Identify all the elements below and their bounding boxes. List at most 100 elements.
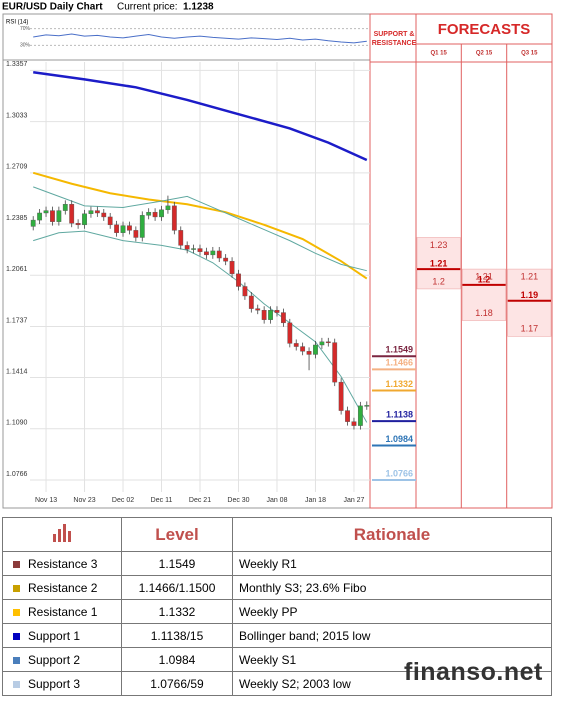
candle-body xyxy=(171,205,177,231)
forecast-low: 1.2 xyxy=(432,276,445,286)
candle-body xyxy=(30,219,36,227)
level-cell: 1.0766/59 xyxy=(121,671,233,696)
candle-body xyxy=(159,209,164,218)
level-label: 1.0766 xyxy=(385,468,413,478)
row-label-cell: Support 2 xyxy=(2,647,122,672)
row-label-cell: Support 3 xyxy=(2,671,122,696)
rationale-cell: Weekly R1 xyxy=(232,551,552,576)
row-swatch xyxy=(13,608,20,616)
candle-body xyxy=(94,210,100,214)
line xyxy=(33,186,367,272)
candle-body xyxy=(223,257,229,262)
x-tick-label: Dec 02 xyxy=(112,497,134,504)
row-swatch xyxy=(13,584,20,592)
row-swatch xyxy=(13,656,20,664)
candle-body xyxy=(248,295,254,309)
x-tick-label: Dec 21 xyxy=(189,497,211,504)
forecast-high: 1.21 xyxy=(521,271,539,281)
candle-body xyxy=(165,205,171,211)
line xyxy=(32,171,368,280)
chart-title: EUR/USD Daily Chart xyxy=(2,2,103,13)
forecast-mid-label: 1.2 xyxy=(478,274,491,284)
forecasts-title: FORECASTS xyxy=(438,21,531,38)
forecast-high: 1.23 xyxy=(430,240,448,250)
forecast-range xyxy=(462,268,506,321)
candle-body xyxy=(338,381,344,411)
candle-body xyxy=(184,245,190,250)
candle-body xyxy=(146,211,152,216)
candle-body xyxy=(82,213,87,226)
rationale-cell: Bollinger band; 2015 low xyxy=(232,623,552,648)
candle-body xyxy=(69,204,75,224)
current-price: 1.1238 xyxy=(183,2,214,13)
level-label: 1.1549 xyxy=(385,345,413,355)
candle-body xyxy=(274,309,280,313)
candle-body xyxy=(152,211,158,218)
candle-body xyxy=(88,210,94,214)
forecast-period: Q2 15 xyxy=(476,51,493,57)
candle-body xyxy=(120,225,126,233)
forecast-range xyxy=(507,268,552,337)
table-icon xyxy=(53,524,71,542)
candle-body xyxy=(332,342,338,383)
candle-body xyxy=(319,341,325,346)
candle-body xyxy=(293,343,299,347)
row-swatch xyxy=(13,680,20,688)
x-tick-label: Jan 18 xyxy=(305,497,326,504)
table-row: Resistance 2 1.1466/1.1500 Monthly S3; 23.… xyxy=(2,575,552,600)
level-cell: 1.0984 xyxy=(121,647,233,672)
line xyxy=(33,71,368,162)
forecast-mid-label: 1.21 xyxy=(430,258,448,268)
rsi-tick-label: 70% xyxy=(20,26,31,32)
candle-body xyxy=(191,248,196,250)
y-tick-label: 1.2385 xyxy=(6,215,28,222)
candle-body xyxy=(50,210,55,222)
candle-body xyxy=(101,212,107,218)
candle-body xyxy=(139,215,145,238)
level-cell: 1.1332 xyxy=(121,599,233,624)
y-tick-label: 1.1090 xyxy=(6,420,28,427)
candle-body xyxy=(133,230,139,238)
column-header: Rationale xyxy=(232,517,552,552)
x-tick-label: Dec 11 xyxy=(151,497,173,504)
row-label-cell: Resistance 1 xyxy=(2,599,122,624)
chart: EUR/USD Daily Chart Current price: 1.123… xyxy=(2,2,553,509)
chart-frame xyxy=(2,13,371,509)
table-row: Support 2 1.0984 Weekly S1 xyxy=(2,647,552,672)
rationale-cell: Weekly S2; 2003 low xyxy=(232,671,552,696)
rationale-cell: Monthly S3; 23.6% Fibo xyxy=(232,575,552,600)
candle-body xyxy=(75,223,81,226)
line xyxy=(33,33,367,44)
y-tick-label: 1.2709 xyxy=(6,164,28,171)
level-cell: 1.1466/1.1500 xyxy=(121,575,233,600)
candle-body xyxy=(261,309,267,320)
candle-body xyxy=(280,312,286,324)
forecast-low: 1.17 xyxy=(521,324,539,334)
level-label: 1.1466 xyxy=(385,358,413,368)
forecast-high: 1.21 xyxy=(475,271,493,281)
forecast-range xyxy=(416,237,461,290)
level-label: 1.1332 xyxy=(385,379,413,389)
rationale-cell: Weekly PP xyxy=(232,599,552,624)
candle-body xyxy=(178,230,184,246)
x-tick-label: Jan 08 xyxy=(266,497,287,504)
row-label: Support 3 xyxy=(28,676,81,691)
watermark: finanso.net xyxy=(404,658,543,686)
x-tick-label: Nov 23 xyxy=(73,497,95,504)
table-row: Support 3 1.0766/59 Weekly S2; 2003 low xyxy=(2,671,552,696)
level-cell: 1.1138/15 xyxy=(121,623,233,648)
row-label: Resistance 1 xyxy=(28,604,98,619)
candle-body xyxy=(300,346,306,352)
candle-body xyxy=(127,225,132,231)
candle-body xyxy=(210,250,216,256)
candle-body xyxy=(197,248,203,252)
levels-table: Level Rationale Resistance 3 1.1549 Weekly… xyxy=(2,517,552,696)
forecast-period: Q1 15 xyxy=(430,51,447,57)
table-row: Resistance 3 1.1549 Weekly R1 xyxy=(2,551,552,576)
row-label-cell: Resistance 2 xyxy=(2,575,122,600)
row-label: Support 1 xyxy=(28,628,81,643)
sr-title: SUPPORT & RESISTANCE xyxy=(371,31,417,47)
candle-body xyxy=(242,286,248,297)
column-header: Level xyxy=(121,517,233,552)
row-label: Resistance 3 xyxy=(28,556,98,571)
